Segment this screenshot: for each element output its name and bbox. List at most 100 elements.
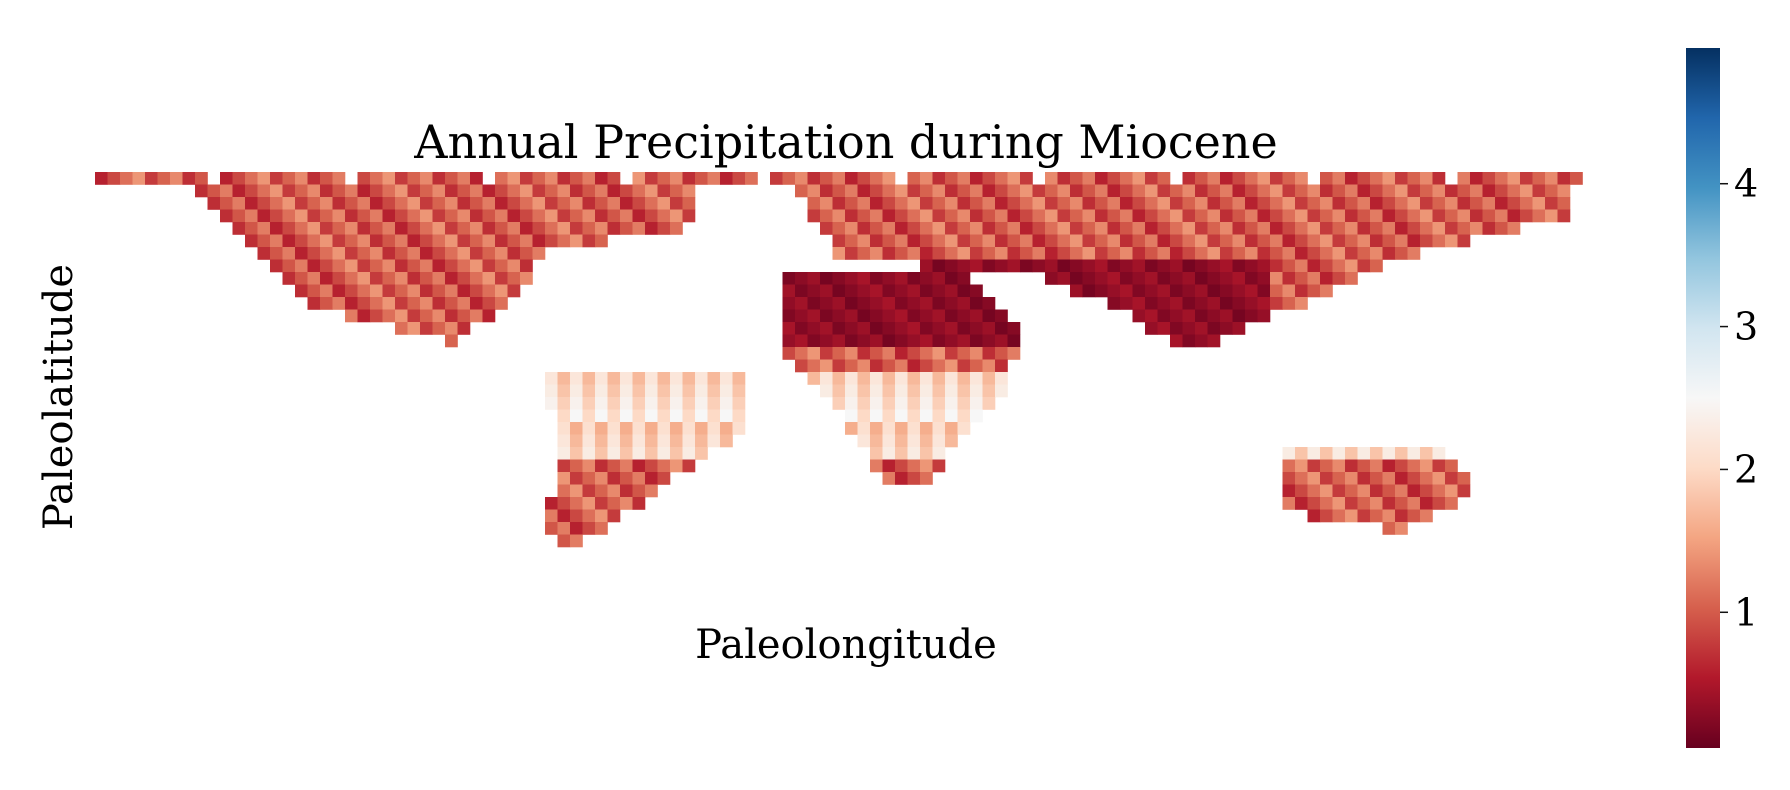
heatmap-cell bbox=[720, 409, 733, 423]
heatmap-cell bbox=[307, 184, 321, 198]
heatmap-cell bbox=[1170, 259, 1183, 273]
heatmap-cell bbox=[557, 459, 571, 473]
heatmap-cell bbox=[370, 247, 383, 260]
heatmap-cell bbox=[870, 184, 883, 198]
heatmap-cell bbox=[495, 297, 508, 310]
heatmap-cell bbox=[495, 234, 508, 248]
heatmap-cell bbox=[1282, 234, 1296, 248]
heatmap-cell bbox=[582, 209, 596, 223]
heatmap-cell bbox=[1307, 209, 1321, 223]
heatmap-cell bbox=[882, 472, 896, 485]
heatmap-cell bbox=[970, 184, 983, 198]
heatmap-cell bbox=[1407, 484, 1421, 498]
heatmap-cell bbox=[870, 309, 883, 323]
heatmap-cell bbox=[1245, 234, 1258, 248]
heatmap-cell bbox=[270, 172, 283, 185]
heatmap-cell bbox=[1082, 247, 1096, 260]
heatmap-cell bbox=[557, 397, 571, 410]
heatmap-cell bbox=[870, 197, 883, 210]
heatmap-cell bbox=[1157, 272, 1171, 285]
heatmap-cell bbox=[332, 172, 346, 185]
heatmap-cell bbox=[995, 184, 1008, 198]
heatmap-cell bbox=[857, 334, 871, 348]
heatmap-cell bbox=[1282, 259, 1296, 273]
heatmap-cell bbox=[707, 384, 721, 398]
heatmap-cell bbox=[207, 197, 221, 210]
heatmap-cell bbox=[882, 184, 896, 198]
heatmap-cell bbox=[520, 222, 533, 235]
heatmap-cell bbox=[845, 297, 858, 310]
heatmap-cell bbox=[407, 309, 421, 323]
heatmap-cell bbox=[432, 234, 446, 248]
heatmap-cell bbox=[982, 359, 996, 373]
heatmap-cell bbox=[1332, 172, 1346, 185]
heatmap-cell bbox=[932, 284, 946, 298]
heatmap-cell bbox=[970, 284, 983, 298]
heatmap-cell bbox=[1057, 209, 1071, 223]
heatmap-cell bbox=[907, 422, 921, 435]
heatmap-cell bbox=[907, 297, 921, 310]
heatmap-cell bbox=[707, 372, 721, 385]
heatmap-cell bbox=[1332, 184, 1346, 198]
heatmap-cell bbox=[1132, 184, 1146, 198]
heatmap-cell bbox=[1282, 297, 1296, 310]
heatmap-cell bbox=[620, 497, 633, 510]
heatmap-cell bbox=[1207, 259, 1221, 273]
heatmap-cell bbox=[870, 359, 883, 373]
heatmap-cell bbox=[495, 222, 508, 235]
heatmap-cell bbox=[532, 184, 546, 198]
heatmap-cell bbox=[495, 259, 508, 273]
heatmap-cell bbox=[970, 297, 983, 310]
heatmap-cell bbox=[320, 222, 333, 235]
heatmap-cell bbox=[1370, 209, 1383, 223]
heatmap-cell bbox=[970, 372, 983, 385]
heatmap-cell bbox=[1270, 222, 1283, 235]
heatmap-cell bbox=[720, 397, 733, 410]
heatmap-cell bbox=[282, 234, 296, 248]
heatmap-cell bbox=[1382, 447, 1396, 460]
colorbar-tick-label: 2 bbox=[1734, 447, 1758, 491]
heatmap-cell bbox=[595, 422, 608, 435]
heatmap-cell bbox=[870, 322, 883, 335]
heatmap-cell bbox=[607, 459, 621, 473]
heatmap-cell bbox=[695, 372, 708, 385]
heatmap-cell bbox=[907, 272, 921, 285]
heatmap-cell bbox=[1195, 222, 1208, 235]
heatmap-cell bbox=[882, 247, 896, 260]
heatmap-cell bbox=[557, 472, 571, 485]
heatmap-cell bbox=[582, 222, 596, 235]
heatmap-cell bbox=[657, 384, 671, 398]
heatmap-cell bbox=[1232, 297, 1246, 310]
heatmap-cell bbox=[470, 259, 483, 273]
heatmap-cell bbox=[1032, 259, 1046, 273]
heatmap-cell bbox=[1432, 472, 1446, 485]
heatmap-cell bbox=[445, 297, 458, 310]
heatmap-cell bbox=[620, 434, 633, 448]
heatmap-cell bbox=[1145, 322, 1158, 335]
heatmap-cell bbox=[320, 284, 333, 298]
heatmap-cell bbox=[1020, 222, 1033, 235]
heatmap-cell bbox=[545, 184, 558, 198]
heatmap-cell bbox=[732, 384, 746, 398]
heatmap-cell bbox=[1045, 197, 1058, 210]
heatmap-cell bbox=[495, 272, 508, 285]
heatmap-cell bbox=[1182, 309, 1196, 323]
heatmap-cell bbox=[1395, 459, 1408, 473]
heatmap-cell bbox=[570, 172, 583, 185]
heatmap-cell bbox=[195, 172, 208, 185]
heatmap-cell bbox=[657, 197, 671, 210]
heatmap-cell bbox=[920, 397, 933, 410]
heatmap-cell bbox=[632, 409, 646, 423]
heatmap-cell bbox=[1332, 209, 1346, 223]
heatmap-cell bbox=[620, 222, 633, 235]
heatmap-cell bbox=[582, 409, 596, 423]
heatmap-cell bbox=[870, 447, 883, 460]
heatmap-cell bbox=[995, 372, 1008, 385]
heatmap-cell bbox=[570, 497, 583, 510]
heatmap-cell bbox=[307, 297, 321, 310]
heatmap-cell bbox=[895, 247, 908, 260]
heatmap-cell bbox=[645, 222, 658, 235]
heatmap-cell bbox=[995, 334, 1008, 348]
heatmap-cell bbox=[1320, 259, 1333, 273]
